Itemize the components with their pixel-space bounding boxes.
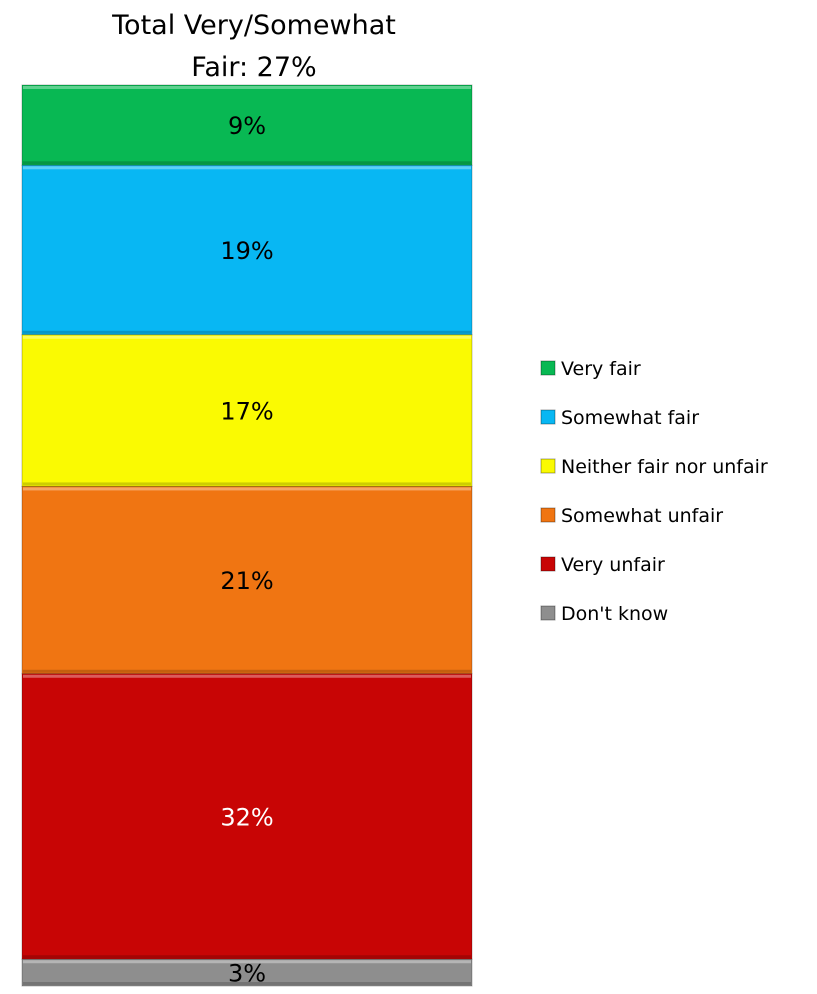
legend-swatch-somewhat-fair: [540, 409, 556, 425]
legend-label-very-fair: Very fair: [561, 358, 641, 380]
legend-swatch-very-unfair: [540, 556, 556, 572]
legend-label-don-t-know: Don't know: [561, 603, 668, 625]
bar-segment-highlight: [23, 674, 471, 678]
bar-segment-don-t-know: [21, 958, 473, 987]
legend-swatch-very-fair: [540, 360, 556, 376]
bar-segment-highlight: [23, 960, 471, 964]
bar-segment-shadow: [23, 955, 471, 959]
legend-label-somewhat-unfair: Somewhat unfair: [561, 505, 723, 527]
bar-segment-very-unfair: [21, 673, 473, 960]
bar-segment-shadow: [23, 161, 471, 165]
data-label-don-t-know: 3%: [228, 960, 266, 988]
bar-segment-very-fair: [21, 84, 473, 166]
stacked-bar: 9% 19% 17% 21% 32% 3%: [21, 84, 473, 988]
bar-segment-shadow: [23, 982, 471, 985]
data-label-somewhat-fair: 19%: [220, 237, 273, 265]
legend: Very fair Somewhat fair Neither fair nor u…: [540, 358, 768, 625]
bar-segment-shadow: [23, 330, 471, 334]
bar-segment-shadow: [23, 669, 471, 673]
legend-swatch-neither-fair-nor-unfair: [540, 458, 556, 474]
legend-label-very-unfair: Very unfair: [561, 554, 665, 576]
legend-swatch-don-t-know: [540, 605, 556, 621]
data-label-neither-fair-nor-unfair: 17%: [220, 398, 273, 426]
data-label-very-unfair: 32%: [220, 804, 273, 832]
legend-label-neither-fair-nor-unfair: Neither fair nor unfair: [561, 456, 768, 478]
bar-segment-highlight: [23, 335, 471, 339]
bar-segment-highlight: [23, 487, 471, 491]
bar-segment-somewhat-fair: [21, 164, 473, 336]
chart-title-line-1: Total Very/Somewhat: [111, 10, 396, 41]
bar-segment-neither-fair-nor-unfair: [21, 334, 473, 487]
bar-segment-somewhat-unfair: [21, 485, 473, 675]
bar-segment-highlight: [23, 86, 471, 89]
legend-swatch-somewhat-unfair: [540, 507, 556, 523]
data-label-somewhat-unfair: 21%: [220, 567, 273, 595]
bar-segment-shadow: [23, 482, 471, 486]
chart-title-line-2: Fair: 27%: [191, 52, 316, 83]
bar-segment-highlight: [23, 166, 471, 170]
legend-label-somewhat-fair: Somewhat fair: [561, 407, 699, 429]
data-label-very-fair: 9%: [228, 112, 266, 140]
